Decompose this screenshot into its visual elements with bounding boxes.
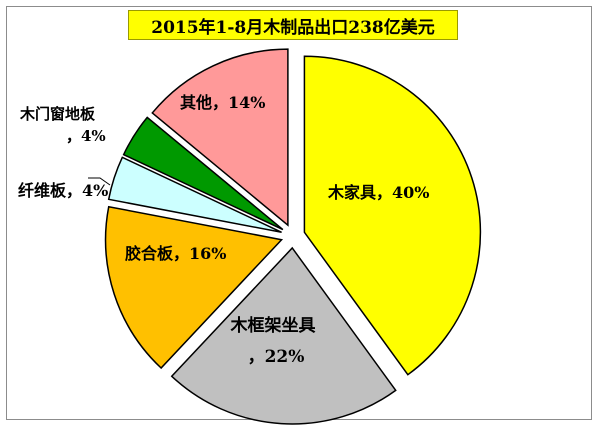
chart-title: 2015年1-8月木制品出口238亿美元: [128, 10, 458, 40]
slice-fiberboard: [107, 156, 282, 234]
slice-label-plywood: 胶合板，16%: [125, 244, 226, 263]
slice-wood-frame-seating: [170, 246, 397, 425]
leader-line-fiberboard: [88, 177, 111, 186]
slice-label-wood-doors-floor: 木门窗地板 ，4%: [19, 105, 106, 145]
slice-label-other: 其他，14%: [180, 93, 265, 112]
slice-other: [151, 48, 289, 227]
slice-wood-doors-floor: [122, 116, 284, 231]
leader-lines: [88, 177, 111, 186]
slice-label-fiberboard: 纤维板，4%: [18, 181, 108, 200]
pie-slices: [104, 48, 482, 425]
slice-label-wood-frame-seating: 木框架坐具 ，22%: [230, 315, 322, 367]
slice-plywood: [104, 205, 284, 370]
slice-label-wood-furniture: 木家具，40%: [327, 183, 429, 202]
slice-wood-furniture: [303, 55, 482, 376]
